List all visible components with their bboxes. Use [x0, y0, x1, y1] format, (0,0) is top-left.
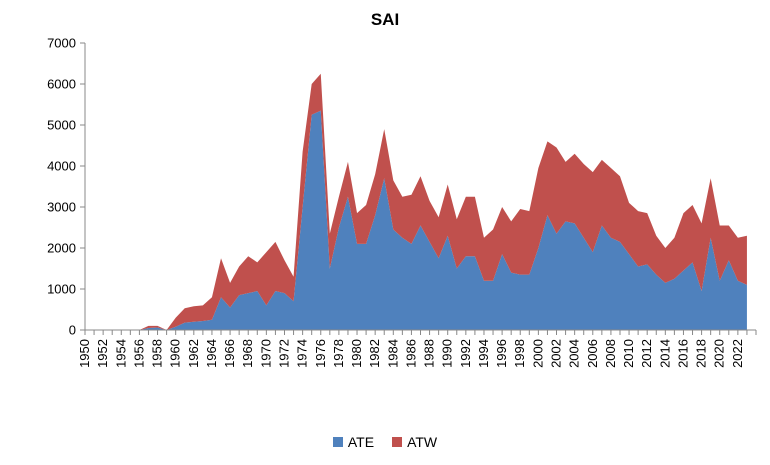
legend-item-ate: ATE: [332, 434, 375, 450]
x-tick-label: 1966: [222, 339, 237, 368]
legend-swatch: [332, 437, 343, 447]
y-tick-label: 4000: [47, 159, 76, 174]
x-tick-label: 2006: [585, 339, 600, 368]
x-tick-label: 1976: [313, 339, 328, 368]
x-tick-label: 2002: [549, 339, 564, 368]
x-tick-label: 1958: [150, 339, 165, 368]
x-tick-label: 2022: [730, 339, 745, 368]
y-tick-label: 3000: [47, 200, 76, 215]
x-tick-label: 2012: [639, 339, 654, 368]
x-tick-label: 1978: [331, 339, 346, 368]
x-tick-label: 2018: [694, 339, 709, 368]
x-tick-label: 1968: [240, 339, 255, 368]
x-tick-label: 2004: [567, 339, 582, 368]
x-tick-label: 1994: [476, 339, 491, 368]
x-tick-label: 2000: [530, 339, 545, 368]
y-tick-label: 5000: [47, 118, 76, 133]
x-tick-label: 1952: [95, 339, 110, 368]
y-tick-label: 0: [69, 323, 76, 338]
y-tick-label: 1000: [47, 282, 76, 297]
series-area-atw: [85, 73, 747, 330]
y-tick-label: 6000: [47, 77, 76, 92]
x-tick-label: 1988: [422, 339, 437, 368]
x-tick-label: 1998: [512, 339, 527, 368]
x-tick-label: 1954: [113, 339, 128, 368]
legend-label: ATW: [407, 434, 438, 450]
x-tick-label: 1990: [440, 339, 455, 368]
x-tick-label: 2016: [675, 339, 690, 368]
x-tick-label: 1956: [131, 339, 146, 368]
y-tick-label: 2000: [47, 241, 76, 256]
legend-swatch: [392, 437, 403, 447]
x-tick-label: 1992: [458, 339, 473, 368]
x-tick-label: 1982: [367, 339, 382, 368]
x-tick-label: 1970: [258, 339, 273, 368]
x-tick-label: 1974: [295, 339, 310, 368]
legend: ATE ATW: [0, 434, 770, 450]
x-tick-label: 2020: [712, 339, 727, 368]
x-tick-label: 2014: [657, 339, 672, 368]
x-tick-label: 2010: [621, 339, 636, 368]
x-tick-label: 1964: [204, 339, 219, 368]
x-tick-label: 1984: [385, 339, 400, 368]
y-tick-label: 7000: [47, 36, 76, 51]
x-tick-label: 1960: [168, 339, 183, 368]
x-tick-label: 1950: [77, 339, 92, 368]
legend-label: ATE: [347, 434, 375, 450]
legend-item-atw: ATW: [392, 434, 437, 450]
x-tick-label: 1996: [494, 339, 509, 368]
chart-title: SAI: [370, 10, 400, 29]
x-tick-label: 1980: [349, 339, 364, 368]
series-area-ate: [85, 110, 747, 331]
x-tick-label: 1972: [276, 339, 291, 368]
x-tick-label: 1962: [186, 339, 201, 368]
x-tick-label: 2008: [603, 339, 618, 368]
area-layer: [85, 73, 747, 331]
x-tick-label: 1986: [403, 339, 418, 368]
